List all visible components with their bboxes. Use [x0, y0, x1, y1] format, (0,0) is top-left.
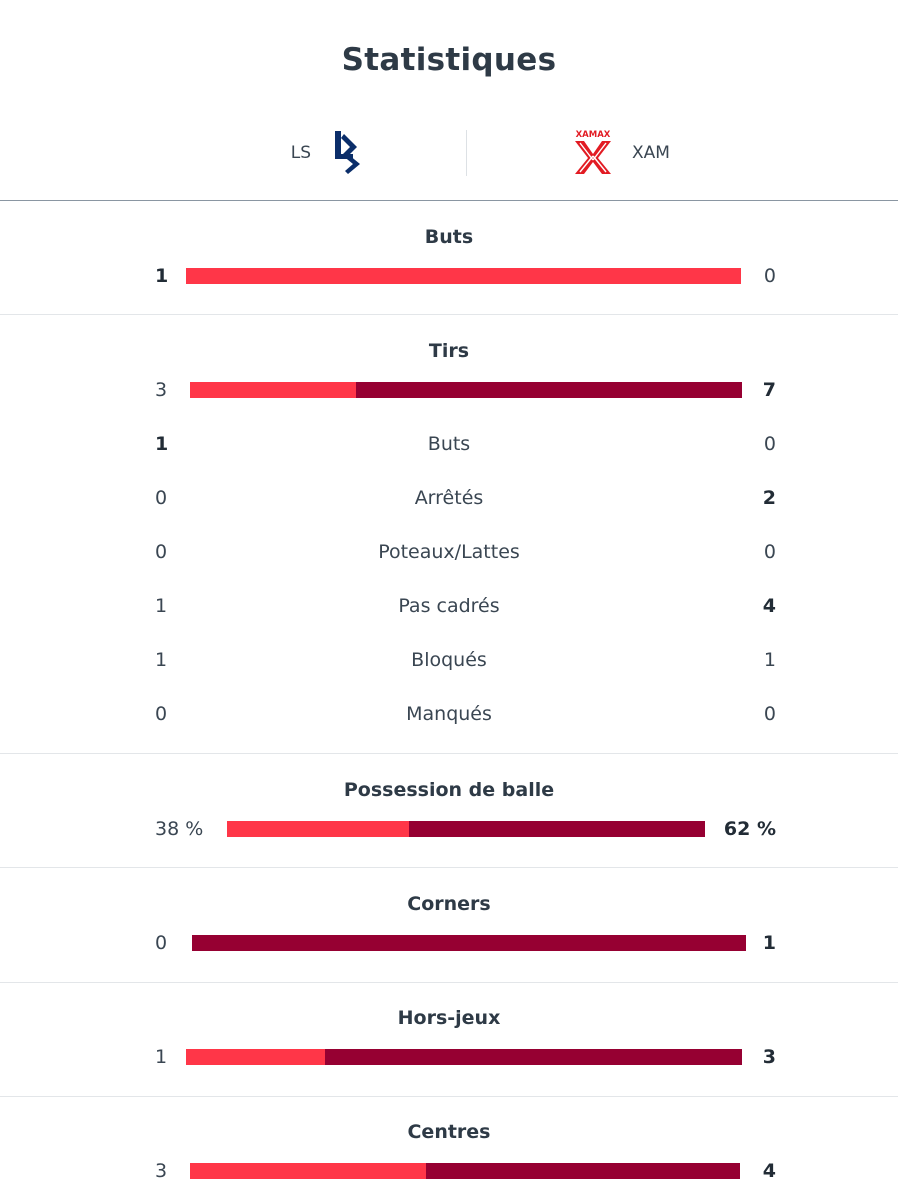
away-bar-fill-hors-jeux: [325, 1049, 742, 1065]
shot-detail-row: 1 Pas cadrés 4: [0, 591, 898, 621]
away-value-buts: 0: [763, 265, 776, 287]
stat-section-possession: Possession de balle 38 % 62 %: [0, 754, 898, 868]
stat-bar-row-hors-jeux: 1 3: [0, 1043, 898, 1071]
detail-label: Arrêtés: [414, 487, 484, 509]
away-value-detail: 1: [763, 649, 776, 671]
comparison-bar-tirs: [190, 382, 742, 398]
away-value-detail: 2: [762, 487, 776, 509]
stat-bar-row-possession: 38 % 62 %: [0, 815, 898, 843]
away-bar-fill-centres: [425, 1163, 740, 1179]
stat-section-hors-jeux: Hors-jeux 1 3: [0, 983, 898, 1097]
away-team[interactable]: XAMAX XAM: [572, 128, 670, 178]
stat-section-centres: Centres 3 4: [0, 1097, 898, 1203]
home-bar-fill-hors-jeux: [186, 1049, 325, 1065]
away-value-detail: 0: [763, 541, 776, 563]
home-value-detail: 1: [155, 649, 168, 671]
away-value-corners: 1: [762, 932, 776, 954]
shot-detail-row: 0 Arrêtés 2: [0, 483, 898, 513]
comparison-bar-hors-jeux: [186, 1049, 742, 1065]
home-value-centres: 3: [155, 1160, 168, 1182]
lausanne-sport-logo-icon: [331, 128, 365, 178]
home-value-tirs: 3: [155, 379, 168, 401]
shot-detail-row: 0 Poteaux/Lattes 0: [0, 537, 898, 567]
away-bar-fill-corners: [192, 935, 746, 951]
away-bar-fill-possession: [408, 821, 705, 837]
detail-label: Buts: [427, 433, 471, 455]
home-value-corners: 0: [155, 932, 168, 954]
away-value-detail: 0: [763, 703, 776, 725]
away-value-centres: 4: [762, 1160, 776, 1182]
home-value-detail: 0: [155, 541, 168, 563]
stat-title-centres: Centres: [407, 1121, 491, 1143]
stat-title-hors-jeux: Hors-jeux: [397, 1007, 501, 1029]
header-divider: [0, 200, 898, 201]
stat-title-tirs: Tirs: [428, 340, 470, 362]
stat-title-possession: Possession de balle: [343, 779, 555, 801]
team-divider: [466, 130, 467, 176]
stat-title-buts: Buts: [424, 226, 474, 248]
stat-section-buts: Buts 1 0: [0, 201, 898, 315]
stat-bar-row-buts: 1 0: [0, 262, 898, 290]
away-team-abbr: XAM: [632, 143, 670, 163]
stat-bar-row-corners: 0 1: [0, 929, 898, 957]
away-value-hors-jeux: 3: [762, 1046, 776, 1068]
teams-header: LS XAMAX XAM: [0, 128, 898, 178]
home-bar-fill-possession: [227, 821, 409, 837]
detail-label: Pas cadrés: [398, 595, 500, 617]
home-bar-fill-tirs: [190, 382, 356, 398]
home-value-detail: 1: [155, 595, 168, 617]
away-value-detail: 0: [763, 433, 776, 455]
stat-section-corners: Corners 0 1: [0, 868, 898, 983]
home-value-possession: 38 %: [155, 818, 204, 840]
home-value-detail: 0: [155, 487, 168, 509]
detail-label: Manqués: [406, 703, 492, 725]
shot-detail-row: 1 Bloqués 1: [0, 645, 898, 675]
shot-detail-row: 0 Manqués 0: [0, 699, 898, 729]
xamax-logo-icon: XAMAX: [572, 128, 614, 178]
detail-label: Bloqués: [411, 649, 487, 671]
home-value-detail: 0: [155, 703, 168, 725]
away-value-tirs: 7: [762, 379, 776, 401]
home-bar-fill-buts: [186, 268, 741, 284]
home-value-buts: 1: [155, 265, 169, 287]
comparison-bar-possession: [227, 821, 705, 837]
stat-bar-row-tirs: 3 7: [0, 376, 898, 404]
home-team[interactable]: LS: [291, 128, 365, 178]
comparison-bar-buts: [186, 268, 741, 284]
page-title: Statistiques: [341, 42, 557, 78]
comparison-bar-corners: [192, 935, 746, 951]
comparison-bar-centres: [190, 1163, 740, 1179]
home-team-abbr: LS: [290, 143, 311, 163]
home-value-detail: 1: [155, 433, 169, 455]
home-value-hors-jeux: 1: [155, 1046, 168, 1068]
away-value-possession: 62 %: [723, 818, 776, 840]
xamax-logo-text: XAMAX: [576, 130, 611, 140]
home-bar-fill-centres: [190, 1163, 426, 1179]
stat-title-corners: Corners: [407, 893, 491, 915]
stat-section-tirs: Tirs 3 7 1 Buts 0 0 Arrêtés 2 0 Poteaux/…: [0, 315, 898, 754]
away-value-detail: 4: [762, 595, 776, 617]
detail-label: Poteaux/Lattes: [378, 541, 520, 563]
stat-bar-row-centres: 3 4: [0, 1157, 898, 1185]
shot-detail-row: 1 Buts 0: [0, 429, 898, 459]
away-bar-fill-tirs: [355, 382, 742, 398]
